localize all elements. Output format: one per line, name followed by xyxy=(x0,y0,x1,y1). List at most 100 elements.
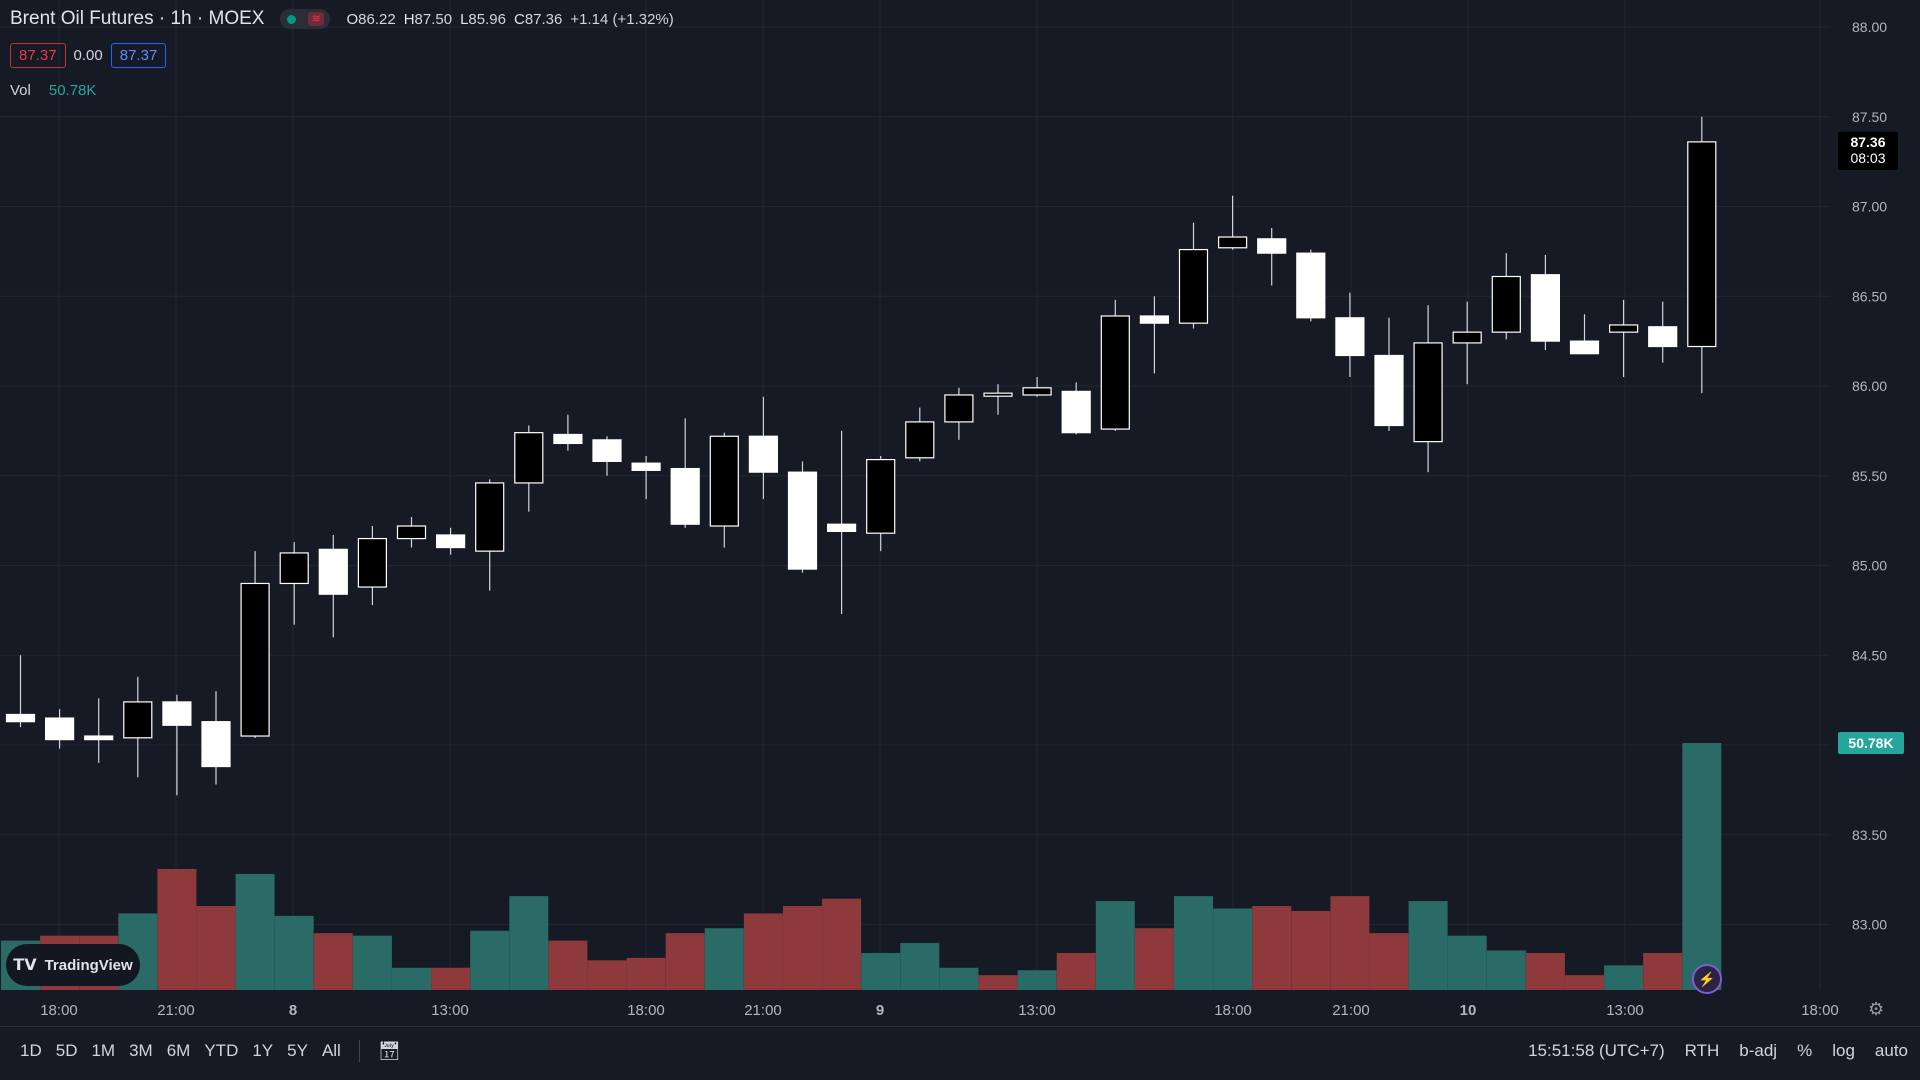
y-tick-label: 85.50 xyxy=(1852,468,1887,484)
candle-body xyxy=(592,439,622,462)
volume-bar xyxy=(665,933,705,990)
calendar-icon[interactable]: 📅︎ xyxy=(377,1040,401,1061)
timeframe-buttons: 1D 5D 1M 3M 6M YTD 1Y 5Y All xyxy=(20,1041,341,1061)
countdown-label: 08:03 xyxy=(1850,150,1885,166)
timeframe-all[interactable]: All xyxy=(321,1041,341,1060)
candle-body xyxy=(709,435,739,527)
symbol-title[interactable]: Brent Oil Futures · 1h · MOEX xyxy=(10,8,265,29)
last-volume-label: 50.78K xyxy=(1848,735,1893,751)
candle-body xyxy=(123,701,153,739)
volume-bar xyxy=(1447,935,1487,990)
y-tick-label: 88.00 xyxy=(1852,19,1887,35)
timeframe-1d[interactable]: 1D xyxy=(20,1041,42,1060)
candle-body xyxy=(826,523,857,532)
timeframe-5d[interactable]: 5D xyxy=(55,1041,78,1060)
candle-body xyxy=(1374,354,1404,427)
candle-body xyxy=(201,721,231,768)
volume-bar xyxy=(1643,952,1683,990)
data-provider-icon: ≋ xyxy=(308,12,325,26)
high-value: 87.50 xyxy=(414,10,453,28)
x-tick-label: 21:00 xyxy=(1332,1002,1370,1019)
volume-bar xyxy=(1369,933,1409,990)
volume-bar xyxy=(392,967,431,990)
candle-body xyxy=(553,433,583,445)
volume-bar xyxy=(235,873,275,990)
candle-body xyxy=(1608,324,1639,333)
candle-body xyxy=(1296,252,1326,319)
x-tick-label: 21:00 xyxy=(157,1002,195,1019)
ohlc-values: O86.22 H87.50 L85.96 C87.36 +1.14 (+1.32… xyxy=(346,10,674,28)
candle-body xyxy=(1257,238,1287,254)
volume-bar xyxy=(978,975,1018,990)
candle-body xyxy=(1452,331,1482,344)
volume-bar xyxy=(1095,901,1135,990)
timeframe-1m[interactable]: 1M xyxy=(91,1041,116,1060)
candle-body xyxy=(1569,340,1600,355)
market-open-dot-icon xyxy=(286,14,296,24)
bottom-toolbar: 1D 5D 1M 3M 6M YTD 1Y 5Y All 📅︎ 15:51:58 (UTC+7)… xyxy=(0,1026,1920,1075)
candle-body xyxy=(905,421,935,459)
candle-body xyxy=(1648,326,1678,348)
candle-body xyxy=(787,471,818,570)
clock-time[interactable]: 15:51:58 (UTC+7) xyxy=(1528,1041,1665,1060)
market-status[interactable]: ≋ xyxy=(280,9,331,29)
candle-body xyxy=(866,458,896,534)
price-chart[interactable]: 88.00 87.50 87.00 86.50 86.00 85.50 85.00 84.50… xyxy=(0,0,1920,1026)
candle-body xyxy=(631,462,661,471)
candle-body xyxy=(396,525,427,540)
volume-bar xyxy=(1565,975,1604,990)
y-tick-label: 86.00 xyxy=(1852,378,1887,394)
chart-legend: Brent Oil Futures · 1h · MOEX ≋ O86.22 H… xyxy=(10,8,674,30)
percent-toggle[interactable]: % xyxy=(1797,1041,1813,1060)
volume-bar xyxy=(274,915,314,990)
x-tick-label: 8 xyxy=(289,1002,297,1019)
timeframe-1y[interactable]: 1Y xyxy=(252,1041,274,1060)
sell-button[interactable]: 87.37 xyxy=(10,43,66,68)
candle-body xyxy=(436,534,466,549)
logo-text: TradingView xyxy=(44,956,133,974)
y-tick-label: 87.00 xyxy=(1852,199,1887,215)
auto-toggle[interactable]: auto xyxy=(1874,1041,1908,1060)
spread-value: 0.00 xyxy=(73,47,103,64)
volume-bar xyxy=(1682,743,1722,990)
y-tick-label: 83.00 xyxy=(1852,917,1887,933)
timeframe-6m[interactable]: 6M xyxy=(166,1041,191,1060)
low-value: 85.96 xyxy=(468,10,506,28)
x-tick-label: 13:00 xyxy=(431,1002,469,1019)
last-volume-tag xyxy=(1838,732,1904,754)
rth-toggle[interactable]: RTH xyxy=(1684,1041,1720,1060)
volume-bar xyxy=(1134,928,1174,990)
volume-bar xyxy=(1486,950,1526,990)
candle-body xyxy=(1022,387,1052,396)
volume-bar xyxy=(470,930,510,990)
candle-body xyxy=(318,548,348,595)
volume-bar xyxy=(1252,906,1292,990)
timeframe-ytd[interactable]: YTD xyxy=(204,1041,239,1060)
x-tick-label: 21:00 xyxy=(744,1002,782,1019)
badj-toggle[interactable]: b-adj xyxy=(1739,1041,1778,1060)
candle-body xyxy=(1687,141,1717,348)
x-tick-label: 18:00 xyxy=(40,1002,78,1019)
x-tick-label: 13:00 xyxy=(1606,1002,1644,1019)
buy-button[interactable]: 87.37 xyxy=(110,43,167,68)
lightning-icon[interactable]: ⚡ xyxy=(1692,964,1722,994)
volume-bar xyxy=(587,960,627,990)
volume-bar xyxy=(900,943,940,990)
tradingview-logo[interactable]: 𝗧𝗩 TradingView xyxy=(6,944,140,986)
volume-bar xyxy=(157,868,197,990)
gear-icon[interactable]: ⚙ xyxy=(1868,999,1885,1019)
volume-bar xyxy=(626,957,666,990)
volume-bar xyxy=(1330,896,1370,990)
x-tick-label: 18:00 xyxy=(1214,1002,1252,1019)
volume-bar xyxy=(783,906,822,990)
candle-body xyxy=(1061,390,1091,434)
volume-bar xyxy=(822,898,862,990)
volume-bar xyxy=(1408,901,1448,990)
timeframe-3m[interactable]: 3M xyxy=(129,1041,153,1060)
volume-bar xyxy=(313,933,353,990)
timeframe-5y[interactable]: 5Y xyxy=(287,1041,308,1060)
log-toggle[interactable]: log xyxy=(1832,1041,1855,1060)
volume-bar xyxy=(704,928,744,990)
candle-body xyxy=(84,735,114,741)
close-value: 87.36 xyxy=(524,10,563,28)
